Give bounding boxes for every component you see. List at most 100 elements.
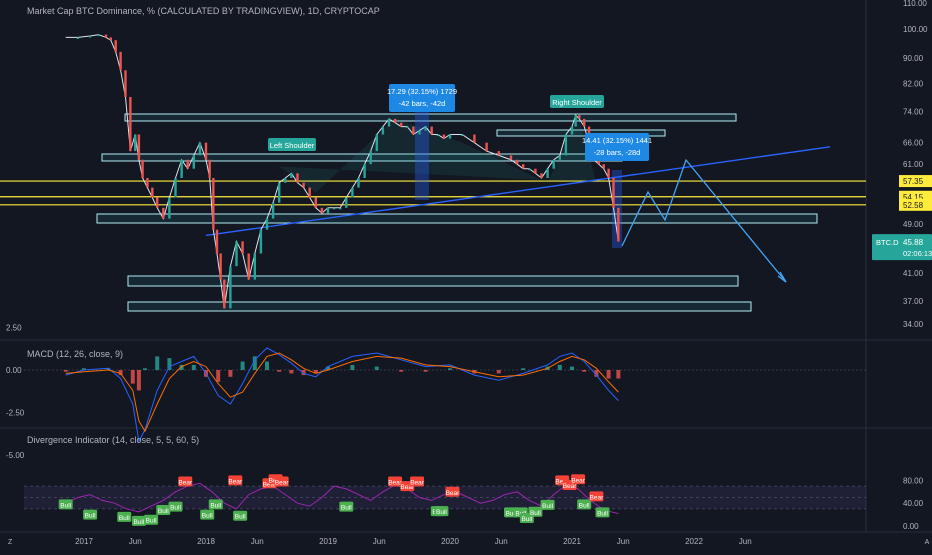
price-candle [326,207,330,214]
macd-histogram-bar [582,370,587,372]
price-candle [76,37,80,39]
price-candle [558,155,561,160]
price-candle [430,126,433,135]
price-candle [278,182,281,203]
signal-text: Bull [210,502,221,509]
key-level-value: 52.58 [903,201,924,210]
signal-box [58,499,73,510]
macd-axis-label: 2.50 [6,324,22,333]
zoom-icon: Z [8,539,13,546]
bear-signal-label: Bear [228,475,243,486]
price-candle [351,187,354,198]
macd-histogram-bar [521,368,526,370]
time-axis-label: 2020 [441,537,459,546]
macd-histogram-bar [82,368,86,370]
signal-text: Bear [410,480,425,487]
macd-histogram-bar [155,356,160,370]
measure-label: 17.29 (32.15%) 1729 -42 bars, -42d [387,84,457,112]
divergence-title: Divergence Indicator (14, close, 5, 5, 6… [27,435,200,445]
macd-histogram-bar [136,370,141,391]
price-candle [473,134,476,143]
price-candle [612,177,615,208]
macd-histogram-bar [374,366,379,370]
price-candle [400,122,403,127]
support-resistance-zone [496,129,666,137]
macd-histogram-bar [448,368,452,370]
macd-histogram-bar [143,368,147,370]
key-level-value: 54.15 [903,193,924,202]
price-candle [314,197,317,208]
bull-signal-label: Bull [156,505,171,516]
signal-box [208,499,223,510]
price-candle [109,37,113,41]
signal-box [228,475,243,486]
time-axis-label: 2019 [319,537,337,546]
bear-signal-label: Bear [388,476,403,487]
price-candle [393,118,397,123]
price-candle [104,34,108,38]
time-axis-label: 2021 [563,537,581,546]
price-candle [320,207,324,214]
rsi-axis-label: 40.00 [903,499,924,508]
bull-signal-label: Bull [577,499,592,510]
price-candle [381,126,385,135]
price-candle [308,187,311,198]
price-axis-label: 34.00 [903,320,924,329]
bull-signal-label: Bull [339,501,354,512]
macd-histogram-bar [313,370,318,374]
bull-signal-label: Bull [595,507,610,518]
price-axis-label: 49.00 [903,220,924,229]
signal-box [144,514,159,525]
price-candle [461,134,464,136]
price-candle [180,159,183,178]
signal-text: Bear [571,477,586,484]
price-candle [212,177,215,230]
price-candle [418,130,421,135]
bear-signal-label: Bear [445,486,460,497]
signal-text: Bull [85,513,96,520]
macd-axis-label: -5.00 [6,451,25,460]
signal-box [445,486,460,497]
price-candle [137,134,141,160]
price-candle [534,168,537,174]
macd-histogram-bar [106,368,111,370]
price-axis-label: 110.00 [903,0,927,8]
right-shoulder-label: Right Shoulder [550,95,604,108]
bear-signal-label: Bear [178,476,193,487]
price-candle [219,253,222,280]
macd-histogram-bar [118,370,123,376]
main-chart-title: Market Cap BTC Dominance, % (CALCULATED … [27,6,380,16]
time-axis-label: Jun [739,537,752,546]
price-candle [522,164,525,169]
bull-signal-label: Bull [168,501,183,512]
time-axis-label: 2018 [197,537,215,546]
support-resistance-zone [127,275,739,287]
measure-range [612,170,622,248]
signal-box [168,501,183,512]
signal-text: Bull [60,502,71,509]
price-candle [198,142,202,156]
price-candle [302,182,305,188]
bull-signal-label: Bull [58,499,73,510]
signal-box [410,476,425,487]
signal-text: Bull [170,505,181,512]
signal-text: Bear [178,480,193,487]
signal-text: Bull [146,518,157,525]
price-candle [424,126,427,131]
price-candle [284,177,287,183]
key-level-tag [899,198,932,211]
trendline [205,146,831,237]
bull-signal-label: Bull [233,510,248,521]
signal-text: Bull [597,510,608,517]
current-price-value: 45.88 [903,238,924,247]
left-shoulder-label: Left Shoulder [268,138,316,151]
current-price-tag [872,234,932,261]
price-candle [129,96,132,152]
macd-histogram-bar [423,370,428,372]
time-axis-label: Jun [617,537,630,546]
price-candle [363,164,366,178]
signal-box [595,507,610,518]
support-resistance-zone [96,213,818,224]
